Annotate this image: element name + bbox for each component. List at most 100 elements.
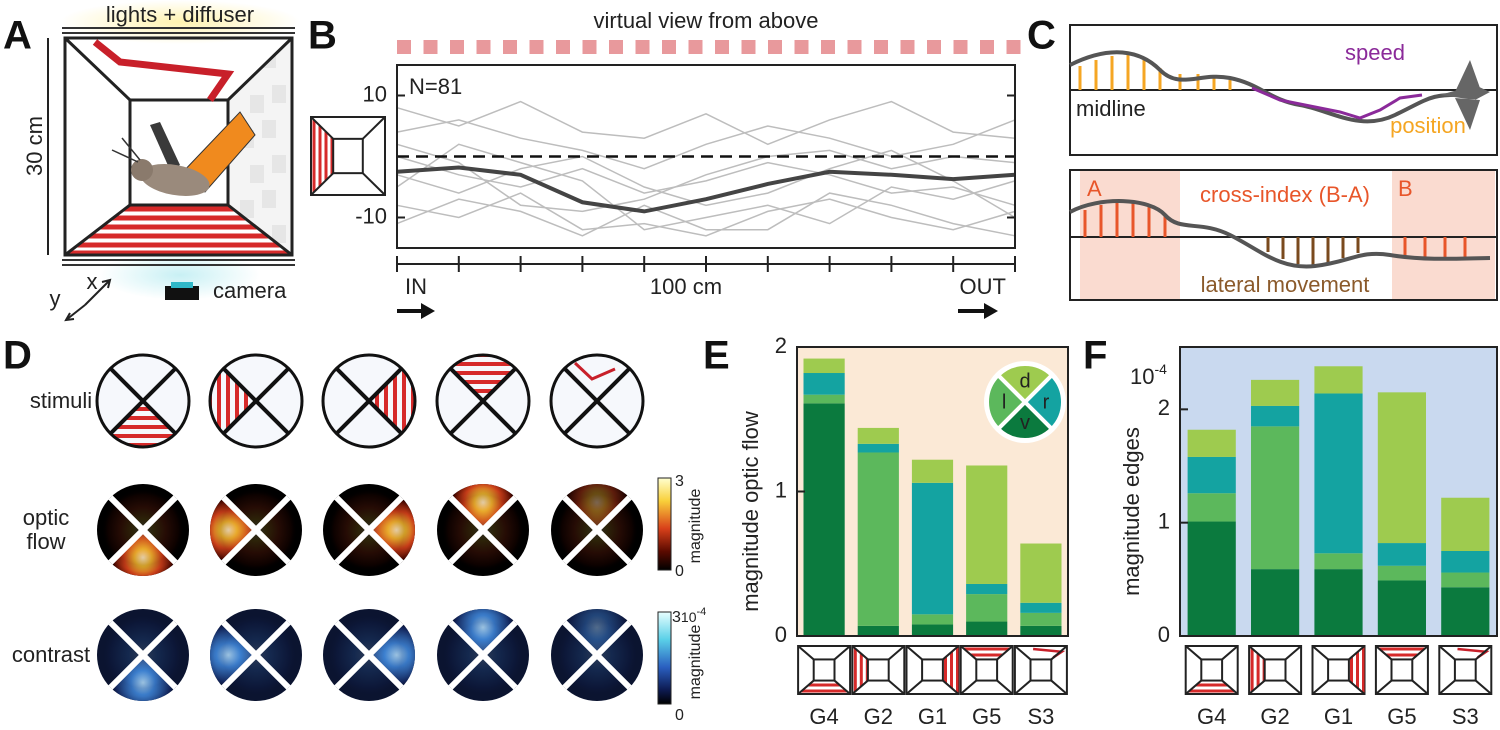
arrow-head [984,303,998,319]
divider [109,367,177,435]
icon-edge [851,679,869,695]
region-b-label: B [1398,176,1413,201]
icon-edge [1475,645,1492,661]
y-tick-label: 1 [1158,508,1170,533]
bar-segment [1020,625,1062,636]
pattern-square [927,40,941,54]
x-axis-label: 100 cm [650,274,722,299]
pattern-square [847,40,862,54]
bar-segment [1441,587,1490,636]
bar-segment [1187,493,1236,522]
divider [448,495,518,565]
legend-swatch [985,372,1028,432]
icon-edge [1411,679,1429,695]
bar-segment [1251,405,1300,427]
icon-edge [1221,645,1239,661]
x-start-label: IN [405,274,427,299]
icon-edge [1248,645,1266,661]
bar-segment [966,465,1008,584]
bar-segment [1020,612,1062,626]
pattern-square [768,40,782,54]
bar-segment [1187,429,1236,457]
colorbar [657,477,672,571]
icon-edge [833,645,851,661]
divider [448,620,518,690]
bar-segment [1314,366,1363,394]
icon-edge [310,116,334,140]
scale-exponent: -4 [1154,361,1167,377]
icon-edge [797,645,815,661]
icon-inner [1263,658,1287,682]
legend-label: v [1020,412,1030,434]
bar-segment [857,443,899,453]
y-axis-label: magnitude optic flow [738,411,763,612]
divider [562,620,632,690]
bar-segment [1314,569,1363,636]
pattern-square [1006,40,1021,54]
icon-edge [797,679,815,695]
x-end-label: OUT [960,274,1006,299]
x-tick-label: G1 [1324,704,1353,729]
y-tick-label: 1 [775,477,787,502]
pattern-square [556,40,570,54]
disc-outline [208,353,304,449]
icon-edge [942,679,960,695]
icon-inner [921,658,944,682]
icon-inner [1327,658,1350,682]
icon-edge [905,679,923,695]
icon-edge [888,645,905,661]
icon-edge [1050,679,1068,695]
divider [562,495,632,565]
panel-letter: A [3,14,32,58]
stimulus-icon [1248,645,1303,695]
x-tick-label: S3 [1452,704,1479,729]
midline-label: midline [1076,96,1146,121]
bar-segment [1251,426,1300,570]
speed-label: speed [1345,40,1405,65]
trajectory [396,149,1016,219]
icon-edge [996,679,1014,695]
y-tick-label: 0 [1158,622,1170,647]
camera-label: camera [213,278,287,303]
colorbar-tick: 0 [675,563,684,580]
bar-segment [1377,580,1426,636]
icon-edge [1438,679,1456,695]
trajectory [396,192,1016,237]
x-tick-label: G2 [864,704,893,729]
disc-outline [321,353,417,449]
bar-segment [911,459,954,483]
scale-base: 10 [1130,364,1154,389]
panel-letter: B [308,14,337,58]
divider [334,495,404,565]
icon-edge [851,645,869,661]
colorbar-tick-value: 3 [672,609,681,626]
lateral-label: lateral movement [1201,272,1370,297]
bar-segment [1441,572,1490,588]
panel-letter: C [1027,14,1056,58]
bar-segment [1377,392,1426,544]
pattern-square [900,40,915,54]
bar-segment [803,358,845,374]
stimulus-icon [959,645,1014,695]
row-label: optic flow [22,505,70,554]
icon-edge [1375,645,1393,661]
icon-edge [362,116,386,140]
divider [108,620,178,690]
icon-edge [905,645,923,661]
pattern-square [794,40,809,54]
icon-inner [812,658,836,682]
pattern-square [450,40,464,54]
icon-inner [1029,658,1053,682]
mean-trajectory [396,165,1016,214]
colorbar-tick: 3 [675,473,684,490]
stimulus-line [573,361,616,381]
bar-segment [1251,379,1300,406]
pattern-square [529,40,544,54]
icon-edge [1050,645,1068,661]
icon-edge [1311,679,1329,695]
icon-edge [1311,645,1329,661]
scale-exponent: -4 [696,606,706,618]
bar-segment [803,394,845,404]
